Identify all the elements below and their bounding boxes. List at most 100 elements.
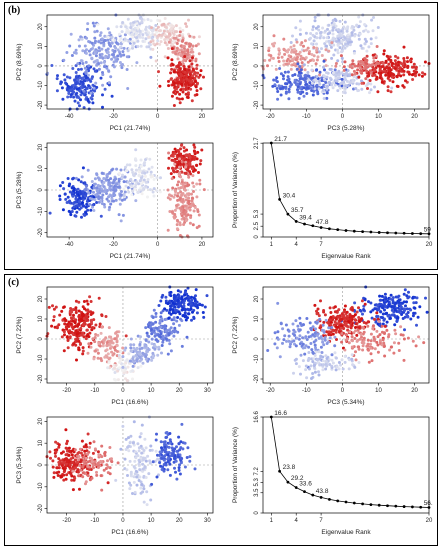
- data-point: [284, 323, 288, 327]
- data-point: [77, 178, 81, 182]
- data-point: [134, 157, 137, 161]
- data-point: [97, 296, 101, 300]
- panel-c: (c) -20 -10 0 10 20 30 -20 -10 0 10 20 PC1 (16.6%) P…: [4, 274, 438, 546]
- data-point: [357, 75, 361, 79]
- data-point: [393, 59, 397, 63]
- data-point: [313, 354, 317, 357]
- data-point: [424, 296, 427, 300]
- y-tick-label: 20: [254, 295, 260, 302]
- data-point: [306, 330, 310, 334]
- data-point: [360, 87, 364, 91]
- data-point: [92, 67, 96, 71]
- data-point: [359, 44, 363, 48]
- series-point: [328, 227, 331, 231]
- data-point: [135, 36, 139, 40]
- data-point: [118, 202, 122, 206]
- data-point: [312, 54, 316, 58]
- data-point: [372, 56, 376, 60]
- data-point: [138, 359, 142, 363]
- data-point: [278, 67, 282, 70]
- data-point: [356, 64, 360, 68]
- data-point: [372, 60, 376, 63]
- data-point: [108, 472, 112, 476]
- data-point: [315, 68, 319, 72]
- data-point: [296, 324, 300, 328]
- panel-label-b: (b): [8, 5, 21, 16]
- data-point: [196, 81, 199, 85]
- data-point: [85, 184, 88, 188]
- data-point: [64, 81, 68, 85]
- data-point: [297, 79, 301, 83]
- data-point: [122, 371, 126, 375]
- data-point: [157, 304, 161, 307]
- data-point: [175, 449, 179, 453]
- data-point: [310, 68, 314, 72]
- data-point: [307, 351, 311, 354]
- data-point: [83, 66, 87, 70]
- data-point: [95, 470, 98, 474]
- data-point: [63, 78, 67, 82]
- data-point: [63, 322, 67, 326]
- data-point: [182, 216, 186, 220]
- data-point: [298, 28, 302, 32]
- data-point: [109, 75, 113, 79]
- data-point: [331, 332, 335, 336]
- data-point: [141, 36, 145, 40]
- data-point: [166, 352, 170, 356]
- data-point: [311, 33, 315, 37]
- data-point: [71, 67, 75, 70]
- data-point: [79, 192, 82, 196]
- data-point: [136, 454, 140, 458]
- data-point: [179, 440, 183, 444]
- x-tick-label: 30: [204, 518, 211, 524]
- y-tick-label: 10: [38, 315, 44, 322]
- x-tick-label: 4: [295, 518, 299, 524]
- data-point: [180, 295, 184, 299]
- data-point: [317, 350, 321, 354]
- data-point: [144, 180, 148, 184]
- data-point: [176, 38, 180, 42]
- data-point: [84, 60, 88, 64]
- data-point: [381, 322, 385, 326]
- data-point: [303, 352, 307, 356]
- data-point: [295, 40, 299, 44]
- data-point: [108, 446, 112, 449]
- data-point: [136, 45, 140, 48]
- data-point: [283, 334, 287, 338]
- data-point: [84, 480, 88, 484]
- data-point: [84, 456, 88, 460]
- data-point: [193, 206, 197, 209]
- data-point: [78, 76, 82, 80]
- data-point: [186, 173, 190, 177]
- data-point: [166, 456, 170, 460]
- data-point: [99, 55, 103, 59]
- data-point: [90, 180, 94, 183]
- data-point: [375, 329, 379, 333]
- data-point: [366, 338, 370, 342]
- data-point: [314, 327, 317, 331]
- data-point: [355, 23, 359, 27]
- data-point: [411, 314, 415, 318]
- data-point: [173, 162, 177, 166]
- data-point: [298, 82, 302, 86]
- data-point: [61, 450, 65, 454]
- data-point: [123, 197, 127, 201]
- data-point: [68, 190, 72, 194]
- data-point: [159, 440, 163, 444]
- data-point: [304, 336, 308, 340]
- data-point: [339, 54, 343, 58]
- point-annotation: 33.6: [299, 481, 312, 488]
- data-point: [112, 377, 116, 381]
- data-point: [391, 305, 395, 309]
- data-point: [362, 29, 366, 33]
- data-point: [340, 33, 344, 37]
- data-point: [164, 463, 168, 467]
- data-point: [287, 329, 291, 333]
- data-point: [362, 308, 366, 311]
- x-tick-label: -20: [109, 242, 118, 248]
- data-point: [302, 63, 306, 67]
- data-point: [319, 299, 322, 303]
- data-point: [71, 332, 75, 336]
- data-point: [369, 88, 373, 92]
